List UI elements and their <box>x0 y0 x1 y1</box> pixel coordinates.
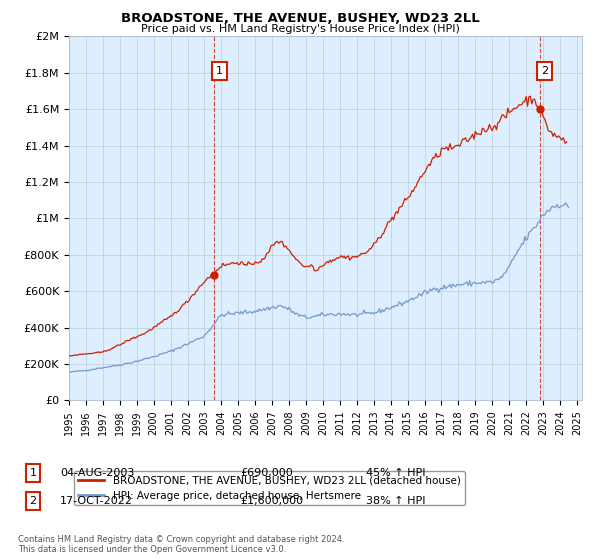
Text: Price paid vs. HM Land Registry's House Price Index (HPI): Price paid vs. HM Land Registry's House … <box>140 24 460 34</box>
Text: 04-AUG-2003: 04-AUG-2003 <box>60 468 134 478</box>
Text: £1,600,000: £1,600,000 <box>240 496 303 506</box>
Text: 2: 2 <box>29 496 37 506</box>
Legend: BROADSTONE, THE AVENUE, BUSHEY, WD23 2LL (detached house), HPI: Average price, d: BROADSTONE, THE AVENUE, BUSHEY, WD23 2LL… <box>74 471 465 505</box>
Text: 2: 2 <box>541 66 548 76</box>
Text: BROADSTONE, THE AVENUE, BUSHEY, WD23 2LL: BROADSTONE, THE AVENUE, BUSHEY, WD23 2LL <box>121 12 479 25</box>
Text: 38% ↑ HPI: 38% ↑ HPI <box>366 496 425 506</box>
Text: 1: 1 <box>216 66 223 76</box>
Text: £690,000: £690,000 <box>240 468 293 478</box>
Text: 1: 1 <box>29 468 37 478</box>
Text: Contains HM Land Registry data © Crown copyright and database right 2024.
This d: Contains HM Land Registry data © Crown c… <box>18 535 344 554</box>
Text: 17-OCT-2022: 17-OCT-2022 <box>60 496 133 506</box>
Text: 45% ↑ HPI: 45% ↑ HPI <box>366 468 425 478</box>
